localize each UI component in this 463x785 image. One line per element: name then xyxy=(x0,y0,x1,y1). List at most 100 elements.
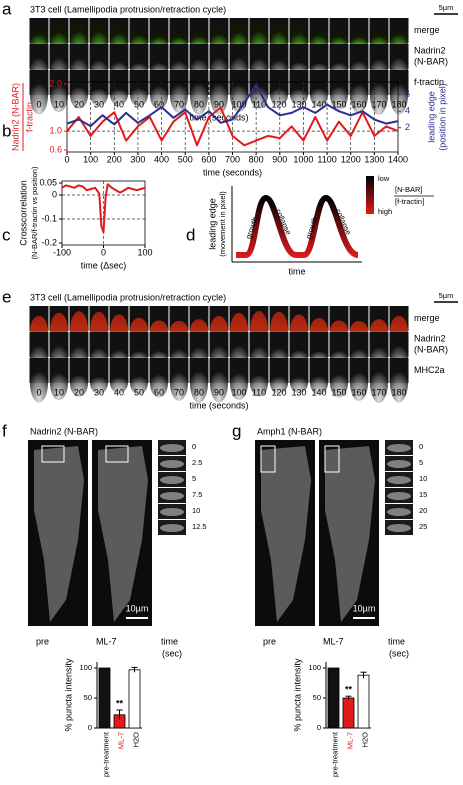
scale-label: 5µm xyxy=(439,3,454,12)
time-label: 20 xyxy=(419,506,427,515)
x-tick-label: 1100 xyxy=(317,154,336,164)
row-label: merge xyxy=(414,313,440,323)
y2-axis-label: (position in pixel) xyxy=(437,83,447,151)
zoom-signal xyxy=(387,476,411,484)
bar xyxy=(128,669,141,729)
y-tick-label: 100 xyxy=(308,663,321,672)
time-label: 10 xyxy=(54,387,64,397)
x-tick-label: 200 xyxy=(107,154,122,164)
image-signal xyxy=(330,368,348,398)
y-axis-label: Crosscorrelation xyxy=(18,180,28,246)
annotation: ** xyxy=(116,698,124,708)
x-axis-label: time (Δsec) xyxy=(81,260,127,270)
panel-letter: f xyxy=(2,421,7,440)
time-label: 0 xyxy=(192,442,196,451)
time-label: 30 xyxy=(94,99,104,109)
time-label: 180 xyxy=(391,99,406,109)
time-label: 12.5 xyxy=(192,522,207,531)
image-signal xyxy=(150,368,168,398)
image-signal xyxy=(50,77,68,113)
cell-body xyxy=(34,446,84,622)
zoom-signal xyxy=(387,460,411,468)
time-label: 100 xyxy=(231,387,246,397)
row-label: Nadrin2 xyxy=(414,333,446,343)
x-tick-label: 500 xyxy=(178,154,193,164)
cell-body xyxy=(261,446,311,622)
image-signal xyxy=(370,363,388,403)
time-label: 80 xyxy=(194,99,204,109)
image-signal xyxy=(350,365,368,401)
panel-title: 3T3 cell (Lamellipodia protrusion/retrac… xyxy=(30,4,226,14)
time-label: 70 xyxy=(174,99,184,109)
panel-letter: b xyxy=(2,121,11,140)
y-tick-label: 0.6 xyxy=(49,144,62,154)
time-label: 0 xyxy=(36,99,41,109)
image-signal xyxy=(170,77,188,113)
scale-label: 10µm xyxy=(126,603,149,613)
y-tick-label: -0.1 xyxy=(41,213,57,223)
panel-title: Nadrin2 (N-BAR) xyxy=(30,426,98,436)
time-label: 20 xyxy=(74,387,84,397)
zoom-signal xyxy=(387,444,411,452)
image-signal xyxy=(390,363,408,403)
time-label: 170 xyxy=(371,387,386,397)
bar xyxy=(98,667,111,729)
x-tick-label: 1400 xyxy=(388,154,408,164)
x-tick-label: H2O xyxy=(131,732,140,748)
scale-label: 10µm xyxy=(353,603,376,613)
time-label: 20 xyxy=(74,99,84,109)
time-label: 150 xyxy=(331,387,346,397)
time-label: 50 xyxy=(134,387,144,397)
time-label: 130 xyxy=(291,387,306,397)
zoom-signal xyxy=(387,508,411,516)
y-tick-label: -0.2 xyxy=(41,237,57,247)
condition-label: pre xyxy=(263,636,276,646)
x-tick-label: 100 xyxy=(83,154,98,164)
y-axis-label: % puncta intensity xyxy=(63,658,73,732)
zoom-signal xyxy=(387,524,411,532)
time-label: 90 xyxy=(214,387,224,397)
row-label: f-tractin xyxy=(414,77,444,87)
y-tick-label: 100 xyxy=(79,663,92,672)
series-line xyxy=(66,83,399,128)
time-label: 7.5 xyxy=(192,490,202,499)
image-signal xyxy=(350,77,368,113)
time-label: 80 xyxy=(194,387,204,397)
image-signal xyxy=(70,369,88,397)
y-tick-label: 0.05 xyxy=(39,177,57,187)
image-signal xyxy=(170,365,188,401)
image-signal xyxy=(30,363,48,403)
zoom-signal xyxy=(160,508,184,516)
image-signal xyxy=(90,84,108,106)
x-tick-label: 1000 xyxy=(293,154,313,164)
time-label: 50 xyxy=(134,99,144,109)
time-label: 10 xyxy=(54,99,64,109)
x-tick-label: 300 xyxy=(130,154,145,164)
condition-label: pre xyxy=(36,636,49,646)
time-label: 15 xyxy=(419,490,427,499)
y-axis-label: (N-BAR/f-tractin vs position) xyxy=(30,166,39,259)
zoom-box xyxy=(105,445,129,463)
row-label: merge xyxy=(414,25,440,35)
image-signal xyxy=(50,365,68,401)
panel-letter: d xyxy=(186,225,195,244)
y-tick-label: 0 xyxy=(52,189,57,199)
image-signal xyxy=(130,371,148,395)
image-signal xyxy=(110,372,128,394)
row-label: (N-BAR) xyxy=(414,56,448,66)
image-signal xyxy=(190,75,208,115)
zoom-signal xyxy=(160,476,184,484)
x-tick-label: 600 xyxy=(201,154,216,164)
time-label: 25 xyxy=(419,522,427,531)
image-signal xyxy=(290,372,308,394)
time-label: 180 xyxy=(391,387,406,397)
condition-label: ML-7 xyxy=(323,636,344,646)
time-label: 5 xyxy=(419,458,423,467)
x-tick-label: 400 xyxy=(154,154,169,164)
x-tick-label: 800 xyxy=(249,154,264,164)
x-axis-label: time xyxy=(288,266,305,276)
bar xyxy=(342,697,355,729)
row-label: Nadrin2 xyxy=(414,45,446,55)
time-label: 120 xyxy=(271,99,286,109)
